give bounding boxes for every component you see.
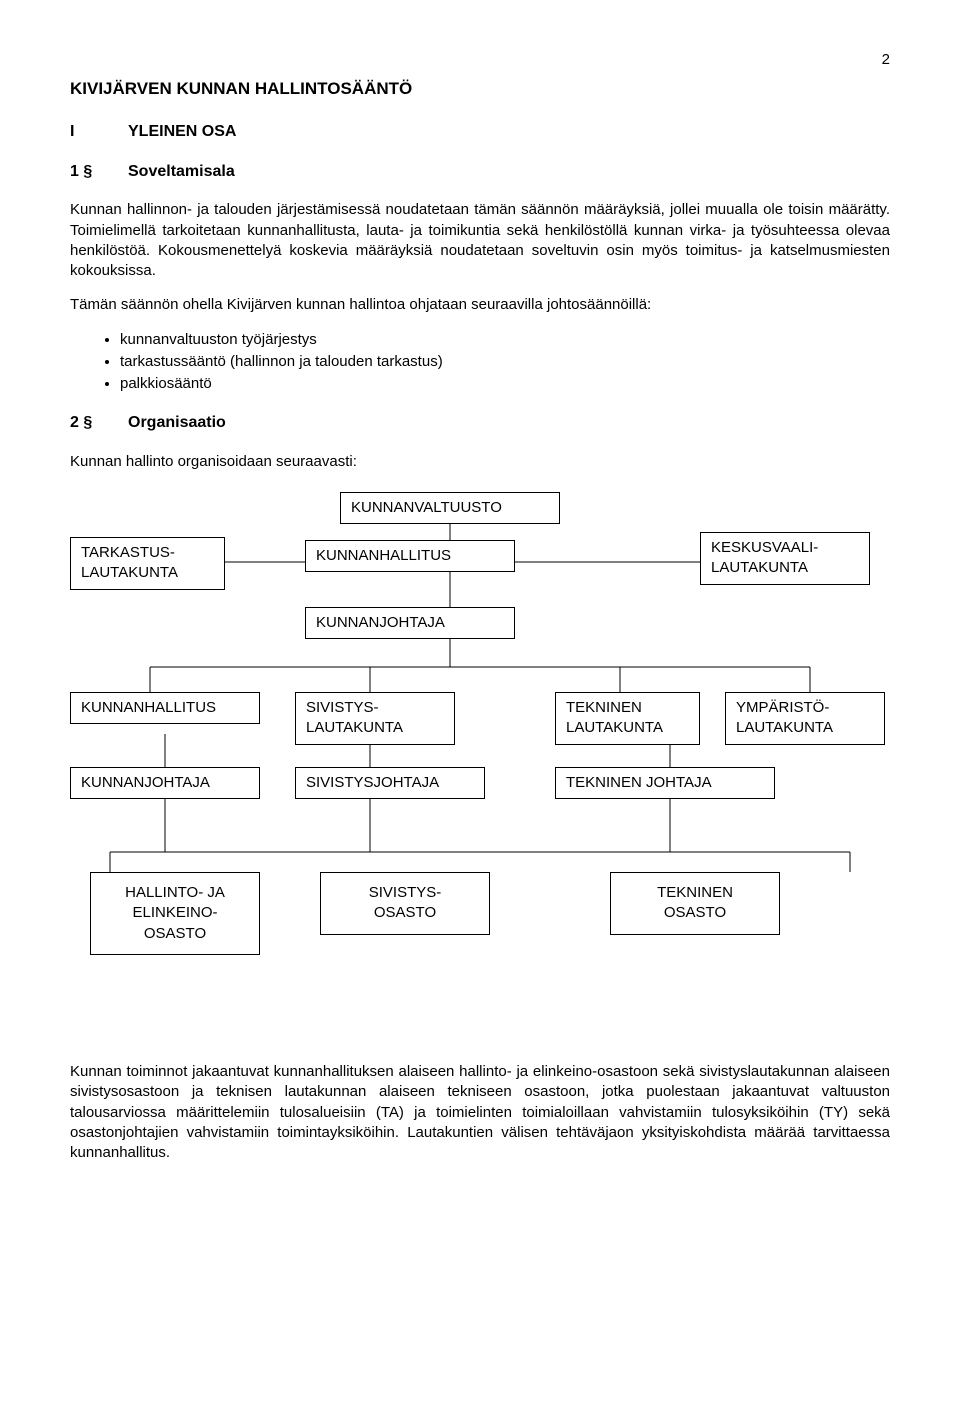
org-box-kunnanjohtaja: KUNNANJOHTAJA <box>70 767 260 799</box>
org-box-tekninen-lautakunta: TEKNINEN LAUTAKUNTA <box>555 692 700 745</box>
org-box-tarkastus-lautakunta: TARKASTUS- LAUTAKUNTA <box>70 537 225 590</box>
org-box-sivistysjohtaja: SIVISTYSJOHTAJA <box>295 767 485 799</box>
section-2-row: 2 § Organisaatio <box>70 412 890 434</box>
bullet-item: palkkiosääntö <box>120 374 890 394</box>
org-box-hallinto-osasto: HALLINTO- JA ELINKEINO- OSASTO <box>90 872 260 955</box>
org-box-sivistys-osasto: SIVISTYS- OSASTO <box>320 872 490 935</box>
org-box-kunnanjohtaja-top: KUNNANJOHTAJA <box>305 607 515 639</box>
bullet-item: kunnanvaltuuston työjärjestys <box>120 330 890 350</box>
section-1-label: Soveltamisala <box>128 161 235 183</box>
section-1-num: 1 § <box>70 161 98 183</box>
paragraph-4: Kunnan toiminnot jakaantuvat kunnanhalli… <box>70 1062 890 1163</box>
section-i-num: I <box>70 121 98 143</box>
paragraph-3: Kunnan hallinto organisoidaan seuraavast… <box>70 452 890 472</box>
org-box-sivistys-lautakunta: SIVISTYS- LAUTAKUNTA <box>295 692 455 745</box>
page-number: 2 <box>70 50 890 70</box>
org-box-tekninen-osasto: TEKNINEN OSASTO <box>610 872 780 935</box>
section-1-row: 1 § Soveltamisala <box>70 161 890 183</box>
section-i-label: YLEINEN OSA <box>128 121 236 143</box>
org-box-kunnanhallitus-top: KUNNANHALLITUS <box>305 540 515 572</box>
bullet-item: tarkastussääntö (hallinnon ja talouden t… <box>120 352 890 372</box>
section-2-num: 2 § <box>70 412 98 434</box>
org-box-ymparisto-lautakunta: YMPÄRISTÖ- LAUTAKUNTA <box>725 692 885 745</box>
org-chart: KUNNANVALTUUSTO TARKASTUS- LAUTAKUNTA KU… <box>70 492 890 1032</box>
paragraph-2: Tämän säännön ohella Kivijärven kunnan h… <box>70 295 890 315</box>
document-title: KIVIJÄRVEN KUNNAN HALLINTOSÄÄNTÖ <box>70 78 890 101</box>
org-box-kunnanvaltuusto: KUNNANVALTUUSTO <box>340 492 560 524</box>
org-box-keskusvaali-lautakunta: KESKUSVAALI- LAUTAKUNTA <box>700 532 870 585</box>
paragraph-1: Kunnan hallinnon- ja talouden järjestämi… <box>70 200 890 281</box>
org-box-kunnanhallitus: KUNNANHALLITUS <box>70 692 260 724</box>
section-i-row: I YLEINEN OSA <box>70 121 890 143</box>
section-2-label: Organisaatio <box>128 412 226 434</box>
bullet-list: kunnanvaltuuston työjärjestys tarkastuss… <box>70 330 890 395</box>
org-box-tekninen-johtaja: TEKNINEN JOHTAJA <box>555 767 775 799</box>
